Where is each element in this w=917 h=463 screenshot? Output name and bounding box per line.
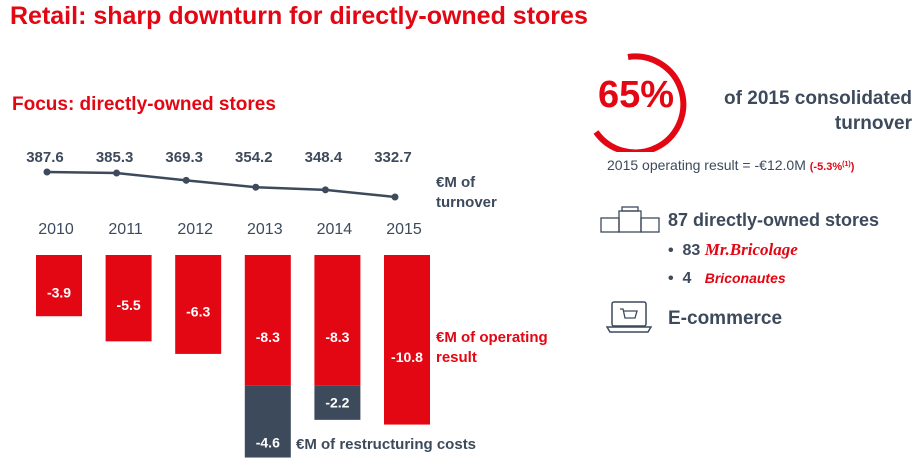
operating-bar [384, 255, 430, 425]
operating-bar [36, 255, 82, 317]
year-tick-label: 2011 [108, 221, 143, 238]
legend-turnover-2: turnover [436, 194, 497, 211]
bullet: • [668, 270, 674, 287]
legend-operating-2: result [436, 349, 477, 366]
operating-bar [175, 255, 222, 354]
turnover-point [113, 169, 121, 177]
op-close: ) [850, 161, 855, 173]
operating-label: -6.3 [186, 303, 210, 319]
turnover-label: 369.3 [165, 149, 203, 166]
ecommerce-label: E-commerce [668, 308, 783, 329]
turnover-point [321, 186, 329, 194]
percent-value: 65% [598, 74, 675, 116]
restructuring-label: -2.2 [325, 395, 349, 411]
store-item-2: • 4 Briconautes [668, 270, 786, 288]
turnover-point [43, 168, 51, 176]
percent-ring [593, 53, 687, 152]
store-icon [600, 206, 660, 233]
bullet: • [668, 242, 674, 259]
year-tick-label: 2014 [317, 221, 353, 238]
count: 4 [682, 270, 692, 287]
operating-label: -3.9 [47, 285, 71, 301]
turnover-label: 387.6 [26, 149, 64, 166]
stores-count: 87 directly-owned stores [668, 210, 880, 230]
percent-text-1: of 2015 consolidated [724, 88, 912, 109]
op-pct: (-5.3% [809, 161, 843, 173]
restructuring-bar [244, 385, 291, 458]
op-result-text: 2015 operating result = -€12.0M [607, 157, 806, 173]
restructuring-label: -4.6 [256, 435, 280, 451]
operating-bar [105, 255, 152, 342]
chart-title: Focus: directly-owned stores [12, 94, 276, 115]
turnover-label: 354.2 [235, 149, 273, 166]
operating-bar [314, 255, 361, 386]
op-result-pct: (-5.3%(1)) [810, 161, 855, 173]
page-title: Retail: sharp downturn for directly-owne… [10, 2, 588, 30]
year-tick-label: 2010 [38, 221, 74, 238]
operating-label: -10.8 [391, 349, 423, 365]
ring-arc [593, 53, 687, 152]
op-note: (1) [842, 161, 851, 168]
turnover-point [182, 176, 190, 184]
turnover-point [391, 193, 399, 201]
operating-label: -8.3 [256, 329, 280, 345]
turnover-label: 348.4 [305, 149, 343, 166]
mr-bricolage-logo: Mr.Bricolage [704, 240, 798, 259]
legend-turnover-1: €M of [436, 174, 476, 191]
year-tick-label: 2015 [386, 221, 422, 238]
legend-restructuring: €M of restructuring costs [296, 436, 476, 453]
turnover-label: 385.3 [96, 149, 134, 166]
percent-text-2: turnover [834, 113, 912, 134]
turnover-point [252, 183, 260, 191]
count: 83 [682, 242, 701, 259]
op-result: 2015 operating result = -€12.0M (-5.3%(1… [607, 156, 854, 178]
briconautes-logo: Briconautes [704, 270, 786, 286]
operating-label: -5.5 [117, 297, 141, 313]
year-tick-label: 2013 [247, 221, 283, 238]
store-item-1: • 83 Mr.Bricolage [668, 240, 798, 260]
restructuring-bar [314, 385, 361, 420]
legend-operating-1: €M of operating [436, 329, 548, 346]
laptop-cart-icon [606, 301, 652, 333]
chart: 387.6 2010 -3.9 385.3 2011 -5.5 369.3 2012 -6.3 3… [26, 149, 548, 458]
turnover-label: 332.7 [374, 149, 412, 166]
year-tick-label: 2012 [177, 221, 213, 238]
operating-bar [244, 255, 291, 386]
turnover-line [46, 170, 396, 199]
operating-label: -8.3 [325, 329, 349, 345]
